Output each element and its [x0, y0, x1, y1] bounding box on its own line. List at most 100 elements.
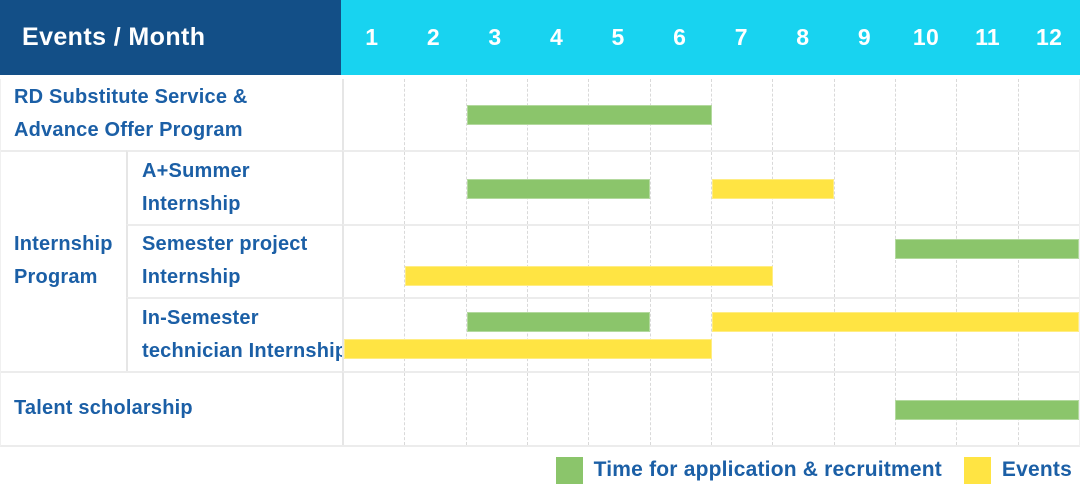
- chart-row-cell: [342, 223, 1079, 297]
- application-recruitment-bar: [895, 238, 1079, 259]
- legend-item-green: Time for application & recruitment: [555, 456, 942, 484]
- month-gridline-column: [344, 299, 404, 371]
- event-label-cell: Talent scholarship: [1, 370, 342, 445]
- event-label-cell: RD Substitute Service & Advance Offer Pro…: [1, 78, 342, 150]
- month-gridline-column: [710, 151, 772, 224]
- label-line: Internship: [142, 266, 241, 289]
- legend-item-yellow: Events: [963, 456, 1072, 484]
- month-gridline-column: [344, 79, 404, 150]
- month-header-9: 9: [857, 23, 871, 50]
- events-month-header: Events / Month: [0, 0, 341, 75]
- month-gridline-column: [772, 298, 833, 371]
- month-gridline-column: [956, 151, 1017, 224]
- month-header-7: 7: [734, 23, 748, 50]
- month-gridline-column: [404, 298, 465, 371]
- sub-event-label-cell: Semester project Internship: [126, 223, 342, 297]
- month-gridline-column: [649, 372, 711, 445]
- month-gridline-column: [344, 373, 404, 445]
- month-gridline-column: [465, 225, 527, 297]
- legend-label: Events: [1001, 458, 1072, 482]
- month-gridline-column: [588, 372, 649, 445]
- month-gridline-column: [404, 151, 465, 224]
- label-line: Talent scholarship: [14, 397, 193, 420]
- month-gridline-column: [710, 372, 772, 445]
- label-line: technician Internship: [142, 339, 348, 362]
- month-gridline-column: [710, 78, 772, 150]
- events-bar: [405, 265, 773, 286]
- group-label-cell: Internship Program: [1, 149, 126, 371]
- application-recruitment-bar: [466, 105, 712, 126]
- chart-row-cell: [342, 296, 1079, 371]
- month-gridline-column: [956, 78, 1017, 150]
- month-gridline-column: [649, 225, 711, 297]
- header-divider: [0, 74, 1080, 79]
- month-gridline-column: [404, 372, 465, 445]
- month-gridline-column: [833, 151, 895, 224]
- month-header-11: 11: [975, 23, 1001, 50]
- month-gridline-column: [404, 78, 465, 150]
- month-header-row: 1 2 3 4 5 6 7 8 9 10 11 12: [341, 0, 1080, 75]
- month-gridline-column: [833, 78, 895, 150]
- table-header-row: Events / Month 1 2 3 4 5 6 7 8 9 10 11 12: [0, 0, 1080, 75]
- month-header-4: 4: [549, 23, 564, 50]
- month-gridline-column: [465, 298, 527, 371]
- month-header-2: 2: [426, 23, 440, 50]
- application-recruitment-bar: [466, 311, 651, 332]
- month-gridline-column: [649, 298, 711, 371]
- month-gridline-column: [833, 372, 895, 445]
- month-gridline-column: [956, 298, 1017, 371]
- chart-row-cell: [342, 149, 1079, 224]
- month-gridline-column: [465, 372, 527, 445]
- month-header-10: 10: [912, 23, 940, 50]
- label-line: A+Summer: [142, 159, 250, 182]
- month-header-8: 8: [796, 23, 810, 50]
- month-gridline-column: [404, 225, 465, 297]
- month-gridline-column: [833, 225, 895, 297]
- application-recruitment-bar: [895, 399, 1079, 420]
- month-gridline-column: [894, 298, 956, 371]
- legend-swatch-green: [555, 456, 583, 484]
- legend-label: Time for application & recruitment: [593, 458, 942, 482]
- month-gridlines: [344, 225, 1079, 297]
- month-gridline-column: [894, 78, 956, 150]
- label-line: Advance Offer Program: [14, 119, 243, 142]
- events-bar: [344, 338, 712, 359]
- month-gridline-column: [588, 225, 649, 297]
- legend: Time for application & recruitment Events: [0, 447, 1080, 494]
- month-gridline-column: [833, 298, 895, 371]
- month-gridline-column: [772, 225, 833, 297]
- events-bar: [711, 178, 834, 199]
- month-header-6: 6: [673, 23, 687, 50]
- month-gridline-column: [772, 372, 833, 445]
- month-header-5: 5: [611, 23, 625, 50]
- label-line: In-Semester: [142, 306, 259, 329]
- month-gridline-column: [588, 298, 649, 371]
- application-recruitment-bar: [466, 178, 651, 199]
- month-gridline-column: [526, 298, 588, 371]
- month-header-1: 1: [365, 23, 379, 50]
- month-gridline-column: [710, 298, 772, 371]
- month-gridline-column: [956, 225, 1017, 297]
- month-gridline-column: [526, 372, 588, 445]
- label-line: Semester project: [142, 233, 308, 256]
- month-gridline-column: [772, 78, 833, 150]
- month-gridline-column: [344, 152, 404, 224]
- month-gridline-column: [649, 151, 711, 224]
- events-bar: [711, 311, 1079, 332]
- month-gridline-column: [1017, 298, 1079, 371]
- label-line: Internship: [14, 233, 113, 256]
- legend-swatch-yellow: [963, 456, 991, 484]
- month-header-3: 3: [488, 23, 502, 50]
- month-header-12: 12: [1036, 23, 1063, 50]
- month-gridline-column: [1017, 151, 1079, 224]
- month-gridline-column: [1017, 78, 1079, 150]
- month-gridlines: [344, 298, 1079, 371]
- month-gridlines: [344, 78, 1079, 150]
- label-line: RD Substitute Service &: [14, 86, 248, 109]
- label-line: Internship: [142, 192, 241, 215]
- sub-event-label-cell: In-Semester technician Internship: [126, 296, 348, 371]
- sub-event-label-cell: A+Summer Internship: [126, 149, 342, 224]
- month-gridline-column: [465, 78, 527, 150]
- chart-row-cell: [342, 78, 1079, 150]
